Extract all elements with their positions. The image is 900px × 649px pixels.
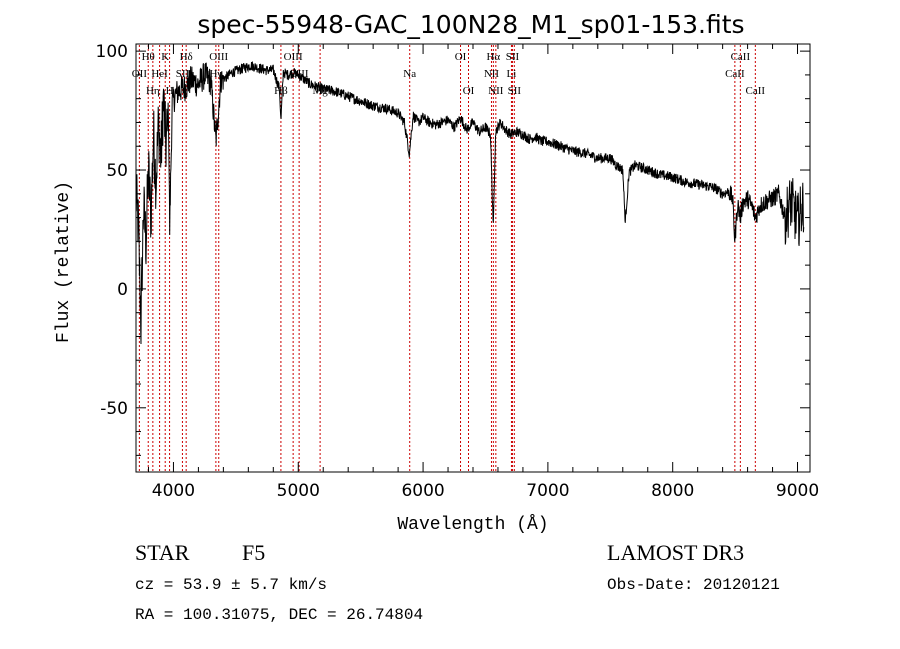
line-label-15: OI: [455, 51, 467, 63]
x-tick-label-5: 9000: [776, 481, 819, 501]
line-label-8: OIII: [209, 51, 228, 63]
survey-name: LAMOST DR3: [607, 540, 744, 565]
line-label-22: SII: [508, 85, 522, 97]
line-label-21: SII: [506, 51, 520, 63]
line-label-16: OI: [463, 85, 475, 97]
y-tick-label-2: 50: [106, 161, 128, 181]
x-tick-label-2: 6000: [401, 481, 444, 501]
x-tick-label-1: 5000: [277, 481, 320, 501]
line-label-11: OIII: [284, 51, 303, 63]
observation-date: Obs-Date: 20120121: [607, 576, 780, 594]
x-tick-label-3: 7000: [526, 481, 569, 501]
x-tick-label-0: 4000: [152, 481, 195, 501]
line-label-20: Li: [507, 68, 517, 80]
line-label-10: Hβ: [274, 85, 288, 97]
y-tick-label-0: -50: [100, 399, 128, 419]
y-tick-label-1: 0: [117, 280, 128, 300]
line-label-0: OII: [132, 68, 148, 80]
object-subclass: F5: [242, 540, 265, 565]
line-label-19: NII: [488, 85, 504, 97]
y-axis-ticks: -50 0 50 100: [96, 42, 810, 456]
line-label-5: H: [166, 85, 174, 97]
line-label-25: CaII: [746, 85, 766, 97]
line-label-9: Hγ: [209, 68, 222, 80]
redshift-cz: cz = 53.9 ± 5.7 km/s: [135, 576, 327, 594]
plot-frame: [135, 43, 811, 473]
x-axis-ticks: 4000 5000 6000 7000 8000 9000: [147, 44, 819, 501]
line-label-2: Hη: [146, 85, 160, 97]
coordinates: RA = 100.31075, DEC = 26.74804: [135, 606, 423, 624]
line-label-23: CaII: [725, 68, 745, 80]
line-label-18: Hα: [486, 51, 500, 63]
line-label-4: K: [161, 51, 169, 63]
y-axis-label: Flux (relative): [54, 181, 74, 343]
x-tick-label-4: 8000: [651, 481, 694, 501]
x-axis-label: Wavelength (Å): [397, 514, 548, 535]
line-label-6: SII: [176, 68, 190, 80]
line-label-24: CaII: [731, 51, 751, 63]
line-label-14: Na: [403, 68, 416, 80]
chart-title: spec-55948-GAC_100N28_M1_sp01-153.fits: [197, 10, 744, 39]
line-label-17: NII: [484, 68, 500, 80]
y-tick-label-3: 100: [96, 42, 128, 62]
spectral-line-markers: [138, 45, 756, 471]
line-label-3: HeI: [151, 68, 168, 80]
object-class: STAR: [135, 540, 190, 565]
line-label-7: Hδ: [180, 51, 193, 63]
spectrum-series-line: [135, 61, 805, 345]
line-label-1: Hθ: [142, 51, 155, 63]
